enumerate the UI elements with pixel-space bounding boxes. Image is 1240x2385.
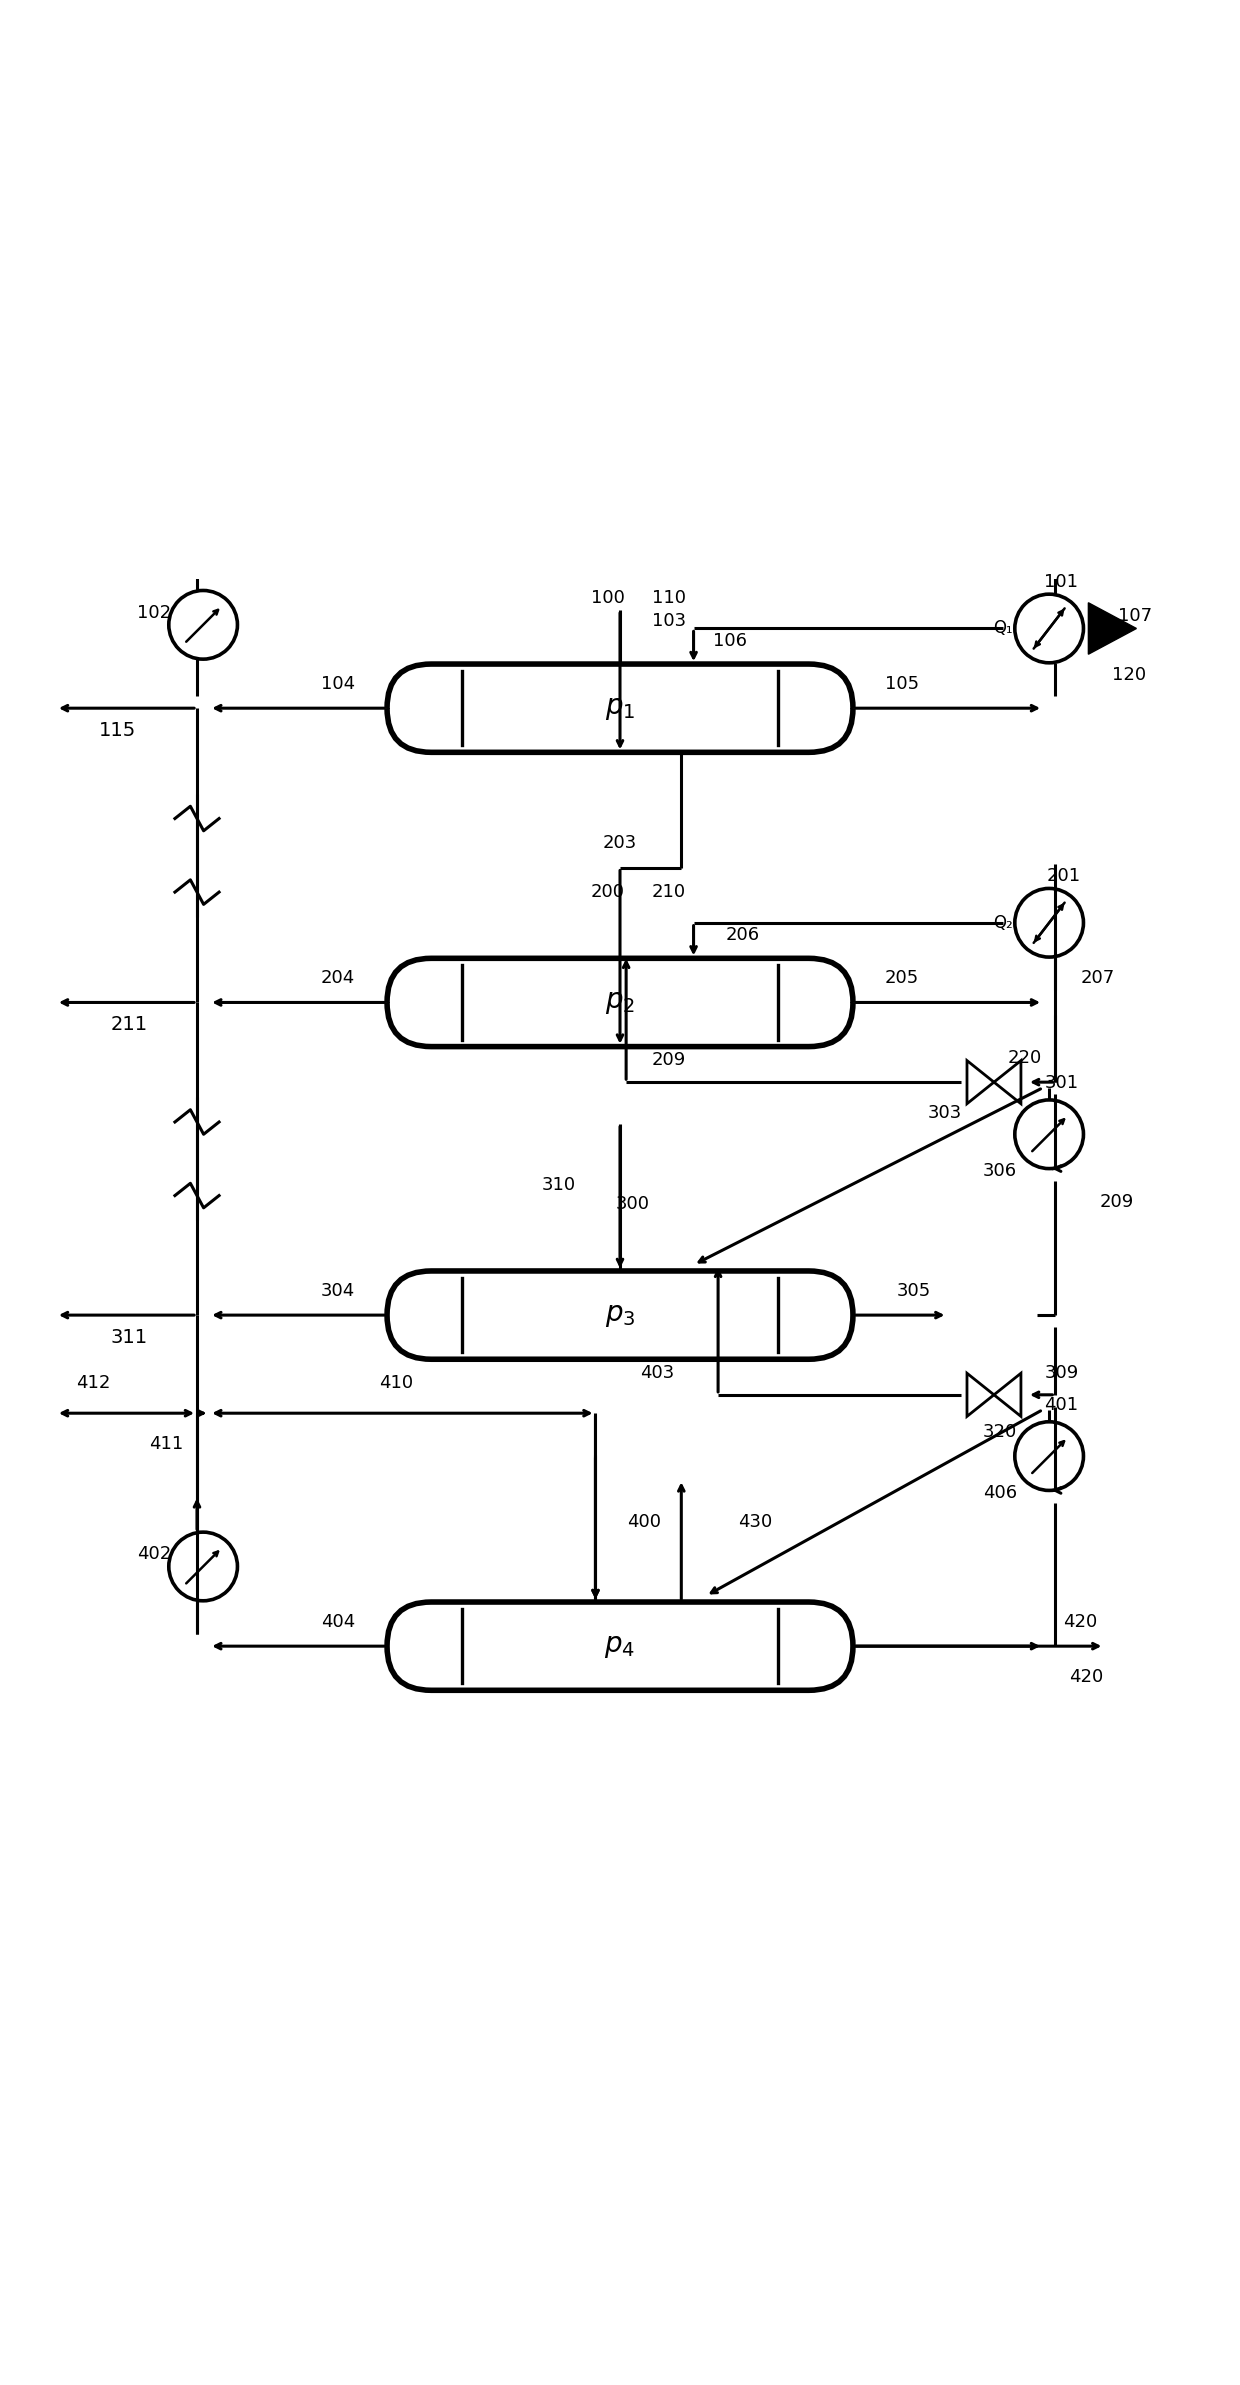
Text: 420: 420 [1069, 1667, 1104, 1686]
Text: 209: 209 [1100, 1192, 1133, 1212]
FancyBboxPatch shape [387, 663, 853, 751]
Text: 305: 305 [898, 1281, 931, 1300]
Text: p$_3$: p$_3$ [605, 1302, 635, 1328]
Text: 106: 106 [713, 632, 748, 649]
Text: 210: 210 [652, 882, 686, 902]
Text: 103: 103 [652, 613, 686, 630]
Text: 204: 204 [321, 968, 355, 987]
Polygon shape [1089, 603, 1136, 653]
Text: 412: 412 [76, 1374, 110, 1390]
Text: 201: 201 [1047, 868, 1081, 885]
Text: 401: 401 [1044, 1395, 1079, 1414]
FancyBboxPatch shape [387, 1271, 853, 1359]
Text: 404: 404 [321, 1612, 355, 1631]
FancyBboxPatch shape [387, 1603, 853, 1691]
FancyBboxPatch shape [387, 959, 853, 1047]
Text: 304: 304 [321, 1281, 355, 1300]
Text: 209: 209 [652, 1052, 686, 1068]
Text: p$_1$: p$_1$ [605, 694, 635, 723]
Text: 107: 107 [1118, 608, 1152, 625]
Text: 310: 310 [542, 1176, 575, 1195]
Text: p$_4$: p$_4$ [604, 1631, 636, 1660]
Text: 411: 411 [149, 1436, 184, 1452]
Text: 306: 306 [983, 1161, 1017, 1181]
Text: 403: 403 [640, 1364, 673, 1381]
Text: 101: 101 [1044, 572, 1079, 591]
Text: 100: 100 [590, 589, 625, 606]
Text: 410: 410 [379, 1374, 413, 1390]
Text: 402: 402 [136, 1545, 171, 1562]
Text: 120: 120 [1112, 665, 1146, 684]
Text: 311: 311 [112, 1328, 148, 1348]
Text: 303: 303 [928, 1104, 962, 1121]
Text: 220: 220 [1007, 1049, 1042, 1066]
Text: 400: 400 [627, 1514, 661, 1531]
Text: 110: 110 [652, 589, 686, 606]
Text: 320: 320 [983, 1421, 1017, 1441]
Text: 211: 211 [112, 1016, 148, 1035]
Text: 206: 206 [725, 925, 760, 944]
Text: 309: 309 [1044, 1364, 1079, 1381]
Text: Q₁: Q₁ [993, 620, 1012, 637]
Text: 205: 205 [885, 968, 919, 987]
Text: 200: 200 [590, 882, 625, 902]
Text: 105: 105 [885, 675, 919, 692]
Text: 300: 300 [615, 1195, 650, 1212]
Text: 104: 104 [321, 675, 355, 692]
Text: 102: 102 [136, 603, 171, 622]
Text: p$_2$: p$_2$ [605, 987, 635, 1016]
Text: 207: 207 [1081, 968, 1115, 987]
Text: 430: 430 [738, 1514, 773, 1531]
Text: 420: 420 [1063, 1612, 1097, 1631]
Text: 301: 301 [1044, 1073, 1079, 1092]
Text: 203: 203 [603, 835, 637, 851]
Text: 115: 115 [99, 720, 136, 739]
Text: Q₂: Q₂ [993, 913, 1012, 933]
Text: 406: 406 [983, 1483, 1017, 1503]
